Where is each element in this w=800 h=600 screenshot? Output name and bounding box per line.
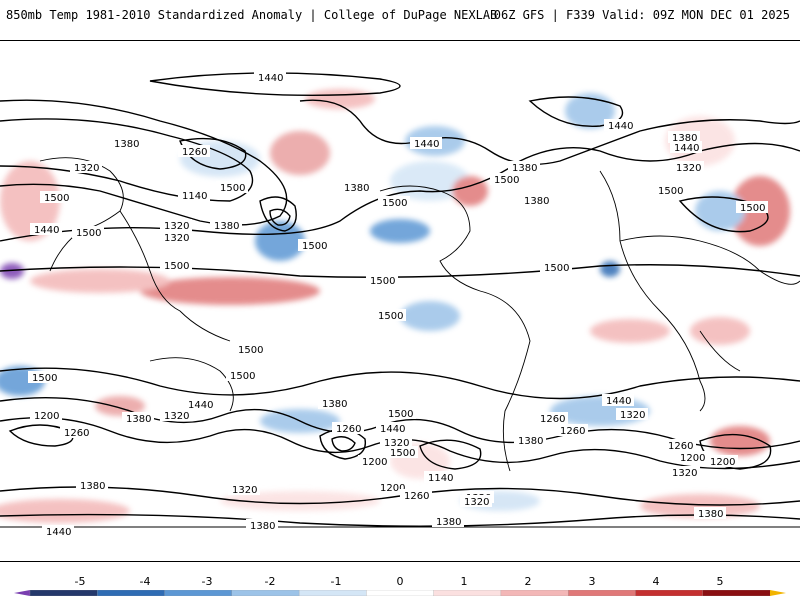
colorbar-segment <box>433 590 502 596</box>
contour-label: 1500 <box>382 198 407 209</box>
colorbar-segment <box>298 590 368 596</box>
contour-label: 1500 <box>302 241 327 252</box>
contour-label: 1500 <box>378 311 403 322</box>
contour-label: 1320 <box>672 468 697 479</box>
contour-label: 1200 <box>680 453 705 464</box>
colorbar-segment <box>231 590 300 596</box>
colorbar-segment <box>366 590 435 596</box>
contour-label: 1500 <box>740 203 765 214</box>
coastlines <box>0 157 800 528</box>
colorbar-segment <box>29 590 98 596</box>
header: 850mb Temp 1981-2010 Standardized Anomal… <box>0 0 800 32</box>
contour-label: 1200 <box>34 411 59 422</box>
contour-label: 1380 <box>524 196 549 207</box>
contour-label: 1380 <box>512 163 537 174</box>
colorbar-tick-label: -3 <box>201 575 213 588</box>
contour-label: 1260 <box>668 441 693 452</box>
contour-label: 1440 <box>46 527 71 538</box>
contour-label: 1320 <box>384 438 409 449</box>
contour-label: 1200 <box>710 457 735 468</box>
contour-label: 1380 <box>518 436 543 447</box>
contour-label: 1260 <box>404 491 429 502</box>
colorbar: -5 -4 -3 -2 -1 0 1 2 3 4 5 <box>0 570 800 600</box>
contour-label: 1500 <box>220 183 245 194</box>
colorbar-tick-label: 0 <box>396 575 404 588</box>
colorbar-tick-label: 4 <box>652 575 660 588</box>
colorbar-tick-label: -4 <box>139 575 151 588</box>
colorbar-tick-label: -2 <box>264 575 276 588</box>
contour-label: 1440 <box>608 121 633 132</box>
contour-label: 1320 <box>164 221 189 232</box>
contour-label: 1500 <box>370 276 395 287</box>
contour-label: 1440 <box>380 424 405 435</box>
contour-label: 1380 <box>126 414 151 425</box>
contour-label: 1500 <box>76 228 101 239</box>
contour-label: 1140 <box>428 473 453 484</box>
colorbar-extend-high <box>770 590 786 596</box>
colorbar-segment <box>635 590 704 596</box>
contour-label: 1380 <box>114 139 139 150</box>
colorbar-tick-label: 5 <box>716 575 724 588</box>
colorbar-tick-label: 2 <box>524 575 532 588</box>
contour-label: 1380 <box>672 133 697 144</box>
contour-label: 1500 <box>388 409 413 420</box>
contour-label: 1320 <box>232 485 257 496</box>
run-info: 06Z GFS | F339 Valid: 09Z MON DEC 01 202… <box>493 8 790 22</box>
map-title: 850mb Temp 1981-2010 Standardized Anomal… <box>6 8 498 22</box>
colorbar-segment <box>97 590 166 596</box>
contour-label: 1320 <box>464 497 489 508</box>
contour-label: 1380 <box>344 183 369 194</box>
colorbar-segment <box>164 590 233 596</box>
contour-label: 1440 <box>606 396 631 407</box>
contour-label: 1260 <box>336 424 361 435</box>
contour-label: 1500 <box>44 193 69 204</box>
contour-label: 1380 <box>436 517 461 528</box>
contour-label: 1380 <box>214 221 239 232</box>
anomaly-map: 1440 1440 1440 1380 1380 1380 1380 1320 … <box>0 71 800 538</box>
contour-label: 1380 <box>80 481 105 492</box>
contour-label: 1500 <box>230 371 255 382</box>
contour-label: 1440 <box>188 400 213 411</box>
contour-label: 1320 <box>74 163 99 174</box>
contour-label: 1320 <box>164 233 189 244</box>
map-panel: 1440 1440 1440 1380 1380 1380 1380 1320 … <box>0 40 800 562</box>
contour-label: 1440 <box>34 225 59 236</box>
contour-label: 1260 <box>560 426 585 437</box>
colorbar-segment <box>500 590 569 596</box>
contour-label-group: 1440 1440 1440 1380 1380 1380 1380 1320 … <box>28 71 768 538</box>
colorbar-tick-label: -1 <box>330 575 342 588</box>
colorbar-tick-label: -5 <box>74 575 86 588</box>
contour-label: 1440 <box>674 143 699 154</box>
contour-label: 1500 <box>544 263 569 274</box>
colorbar-tick-label: 1 <box>460 575 468 588</box>
contour-label: 1320 <box>620 410 645 421</box>
contour-label: 1500 <box>494 175 519 186</box>
contour-label: 1320 <box>164 411 189 422</box>
contour-label: 1140 <box>182 191 207 202</box>
contour-label: 1380 <box>250 521 275 532</box>
colorbar-segment <box>568 590 637 596</box>
contour-label: 1440 <box>258 73 283 84</box>
colorbar-scale <box>14 590 786 596</box>
contour-label: 1380 <box>322 399 347 410</box>
contour-label: 1260 <box>64 428 89 439</box>
contour-label: 1260 <box>182 147 207 158</box>
contour-label: 1260 <box>540 414 565 425</box>
contour-label: 1320 <box>676 163 701 174</box>
contour-label: 1440 <box>414 139 439 150</box>
contour-label: 1500 <box>390 448 415 459</box>
contour-label: 1500 <box>32 373 57 384</box>
colorbar-extend-low <box>14 590 30 596</box>
contour-label: 1200 <box>362 457 387 468</box>
contour-label: 1500 <box>658 186 683 197</box>
contour-label: 1200 <box>380 483 405 494</box>
contour-label: 1500 <box>238 345 263 356</box>
contour-label: 1380 <box>698 509 723 520</box>
colorbar-tick-label: 3 <box>588 575 596 588</box>
colorbar-segment <box>702 590 771 596</box>
contour-label: 1500 <box>164 261 189 272</box>
